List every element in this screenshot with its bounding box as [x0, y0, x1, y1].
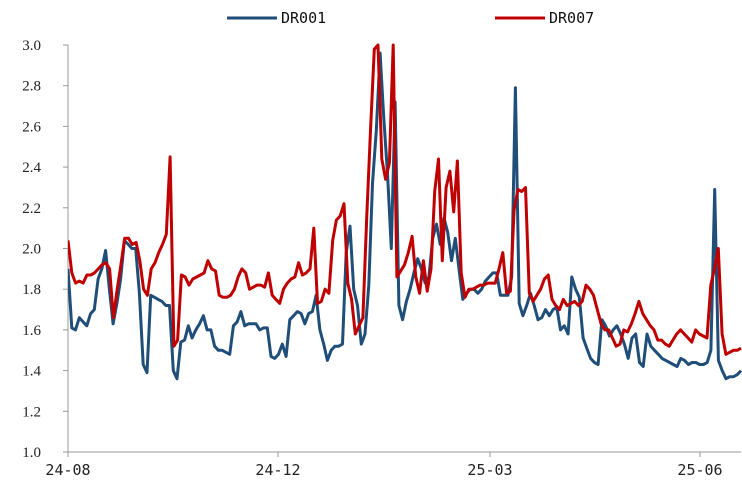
x-tick-label: 24-08 — [45, 461, 90, 479]
series-line-dr007 — [68, 43, 742, 356]
x-tick-label: 24-12 — [255, 461, 300, 479]
legend: DR001 DR007 — [227, 9, 594, 27]
x-tick-label: 25-03 — [467, 461, 512, 479]
y-tick-label: 2.8 — [22, 79, 41, 95]
y-tick-label: 2.0 — [22, 242, 41, 258]
y-tick-label: 3.0 — [22, 38, 41, 54]
series-layer — [68, 43, 742, 381]
y-tick-label: 1.8 — [22, 282, 41, 298]
x-tick-label: 25-06 — [677, 461, 722, 479]
series-line-dr001 — [68, 51, 742, 381]
legend-label-dr007: DR007 — [549, 9, 594, 27]
y-tick-label: 1.0 — [22, 445, 41, 461]
y-tick-label: 2.2 — [22, 201, 41, 217]
x-axis: 24-08 24-12 25-03 25-06 — [45, 451, 741, 479]
legend-label-dr001: DR001 — [281, 9, 326, 27]
y-axis: 1.0 1.2 1.4 1.6 1.8 2.0 2.2 2.4 2.6 2.8 3.0 — [22, 38, 69, 461]
y-tick-label: 1.4 — [22, 364, 41, 380]
y-tick-label: 1.6 — [22, 323, 41, 339]
y-tick-label: 1.2 — [22, 404, 41, 420]
y-tick-label: 2.6 — [22, 119, 41, 135]
y-tick-label: 2.4 — [22, 160, 41, 176]
